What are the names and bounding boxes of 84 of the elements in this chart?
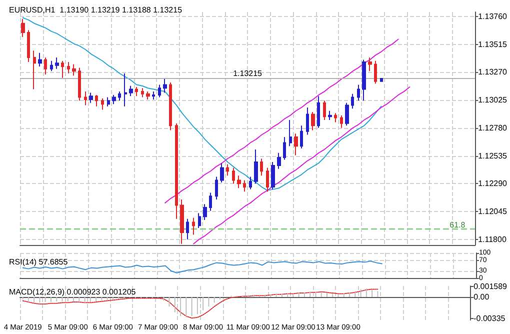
candlestick [101,98,104,110]
candlestick [220,162,224,183]
candlestick [306,106,309,136]
candlestick [84,91,87,106]
line-series [164,38,399,204]
candlestick [294,133,298,156]
candlestick [158,84,161,98]
candlestick [95,94,98,107]
chart-title: EURUSD,H1 1.13190 1.13219 1.13188 1.13215 [9,6,183,14]
candlestick [192,217,195,236]
y-tick-label: 0.00 [474,292,490,302]
candlestick [61,60,64,78]
candlestick [38,52,42,68]
y-tick-label: 1.12535 [478,151,508,160]
y-tick-label: 1.13025 [478,96,508,105]
candlestick [67,62,70,74]
candlestick [345,102,349,126]
chart-title: MACD(12,26,9) 0.000923 0.001205 [9,288,136,296]
candlestick [260,158,263,176]
candlestick [44,56,47,76]
candlestick [374,60,377,84]
candlestick [351,93,354,110]
candlestick [141,88,144,98]
y-tick-label: 1.12780 [478,123,508,132]
candlestick [243,180,246,192]
candlestick [135,86,138,97]
candlestick [27,30,30,63]
candlestick [118,91,121,102]
candlestick [254,149,258,184]
candlestick [72,64,76,76]
y-tick-label: 1.11800 [478,234,507,244]
y-tick-label: 1.13760 [478,12,508,22]
candlestick [146,91,150,100]
candlestick [237,175,241,189]
candlestick [186,218,189,240]
candlestick [209,192,212,212]
candlestick [198,212,201,228]
candlestick [271,162,275,190]
candlestick [323,100,326,120]
candlestick [112,94,116,105]
line-series [193,86,410,244]
y-tick-label: 1.12045 [478,206,508,216]
candlestick [328,110,332,120]
y-tick-label: 0.001589 [474,282,508,292]
candlestick [334,112,337,123]
candlestick [175,122,178,220]
text: RSI(14) 57.6855 [9,258,68,266]
candlestick [203,204,207,220]
candlestick [124,72,127,107]
y-tick-label: 1.13270 [478,68,508,77]
candlestick [180,199,184,244]
candlestick [129,85,133,97]
candlestick [300,125,303,149]
line-series [22,17,382,191]
candlestick [311,112,315,131]
candlestick [232,167,235,184]
candlestick [50,60,53,72]
candlestick [357,84,360,102]
candlestick [226,164,229,176]
candlestick [55,56,59,70]
candlestick [107,96,110,107]
candlestick [249,176,252,190]
y-tick-label: -0.00335 [474,314,506,323]
candlestick [169,82,172,131]
candlestick [33,50,36,90]
ref-line-label: 1.13215 [233,68,263,78]
candlestick [89,92,93,104]
candlestick [266,167,269,192]
candlestick [368,56,372,72]
candlestick [215,176,218,200]
annotation: 61.8 [450,220,466,230]
candlestick [317,96,320,128]
y-tick-label: 1.12290 [478,179,508,188]
candlestick [152,91,155,100]
candlestick [380,78,383,82]
candlestick [21,18,25,38]
candlestick [362,59,366,102]
candlestick [277,152,281,170]
candlestick [283,136,286,160]
candlestick [289,119,292,147]
candlestick [78,67,81,102]
candlestick [340,114,343,128]
candlestick [163,78,167,94]
y-tick-label: 1.13515 [478,40,508,49]
